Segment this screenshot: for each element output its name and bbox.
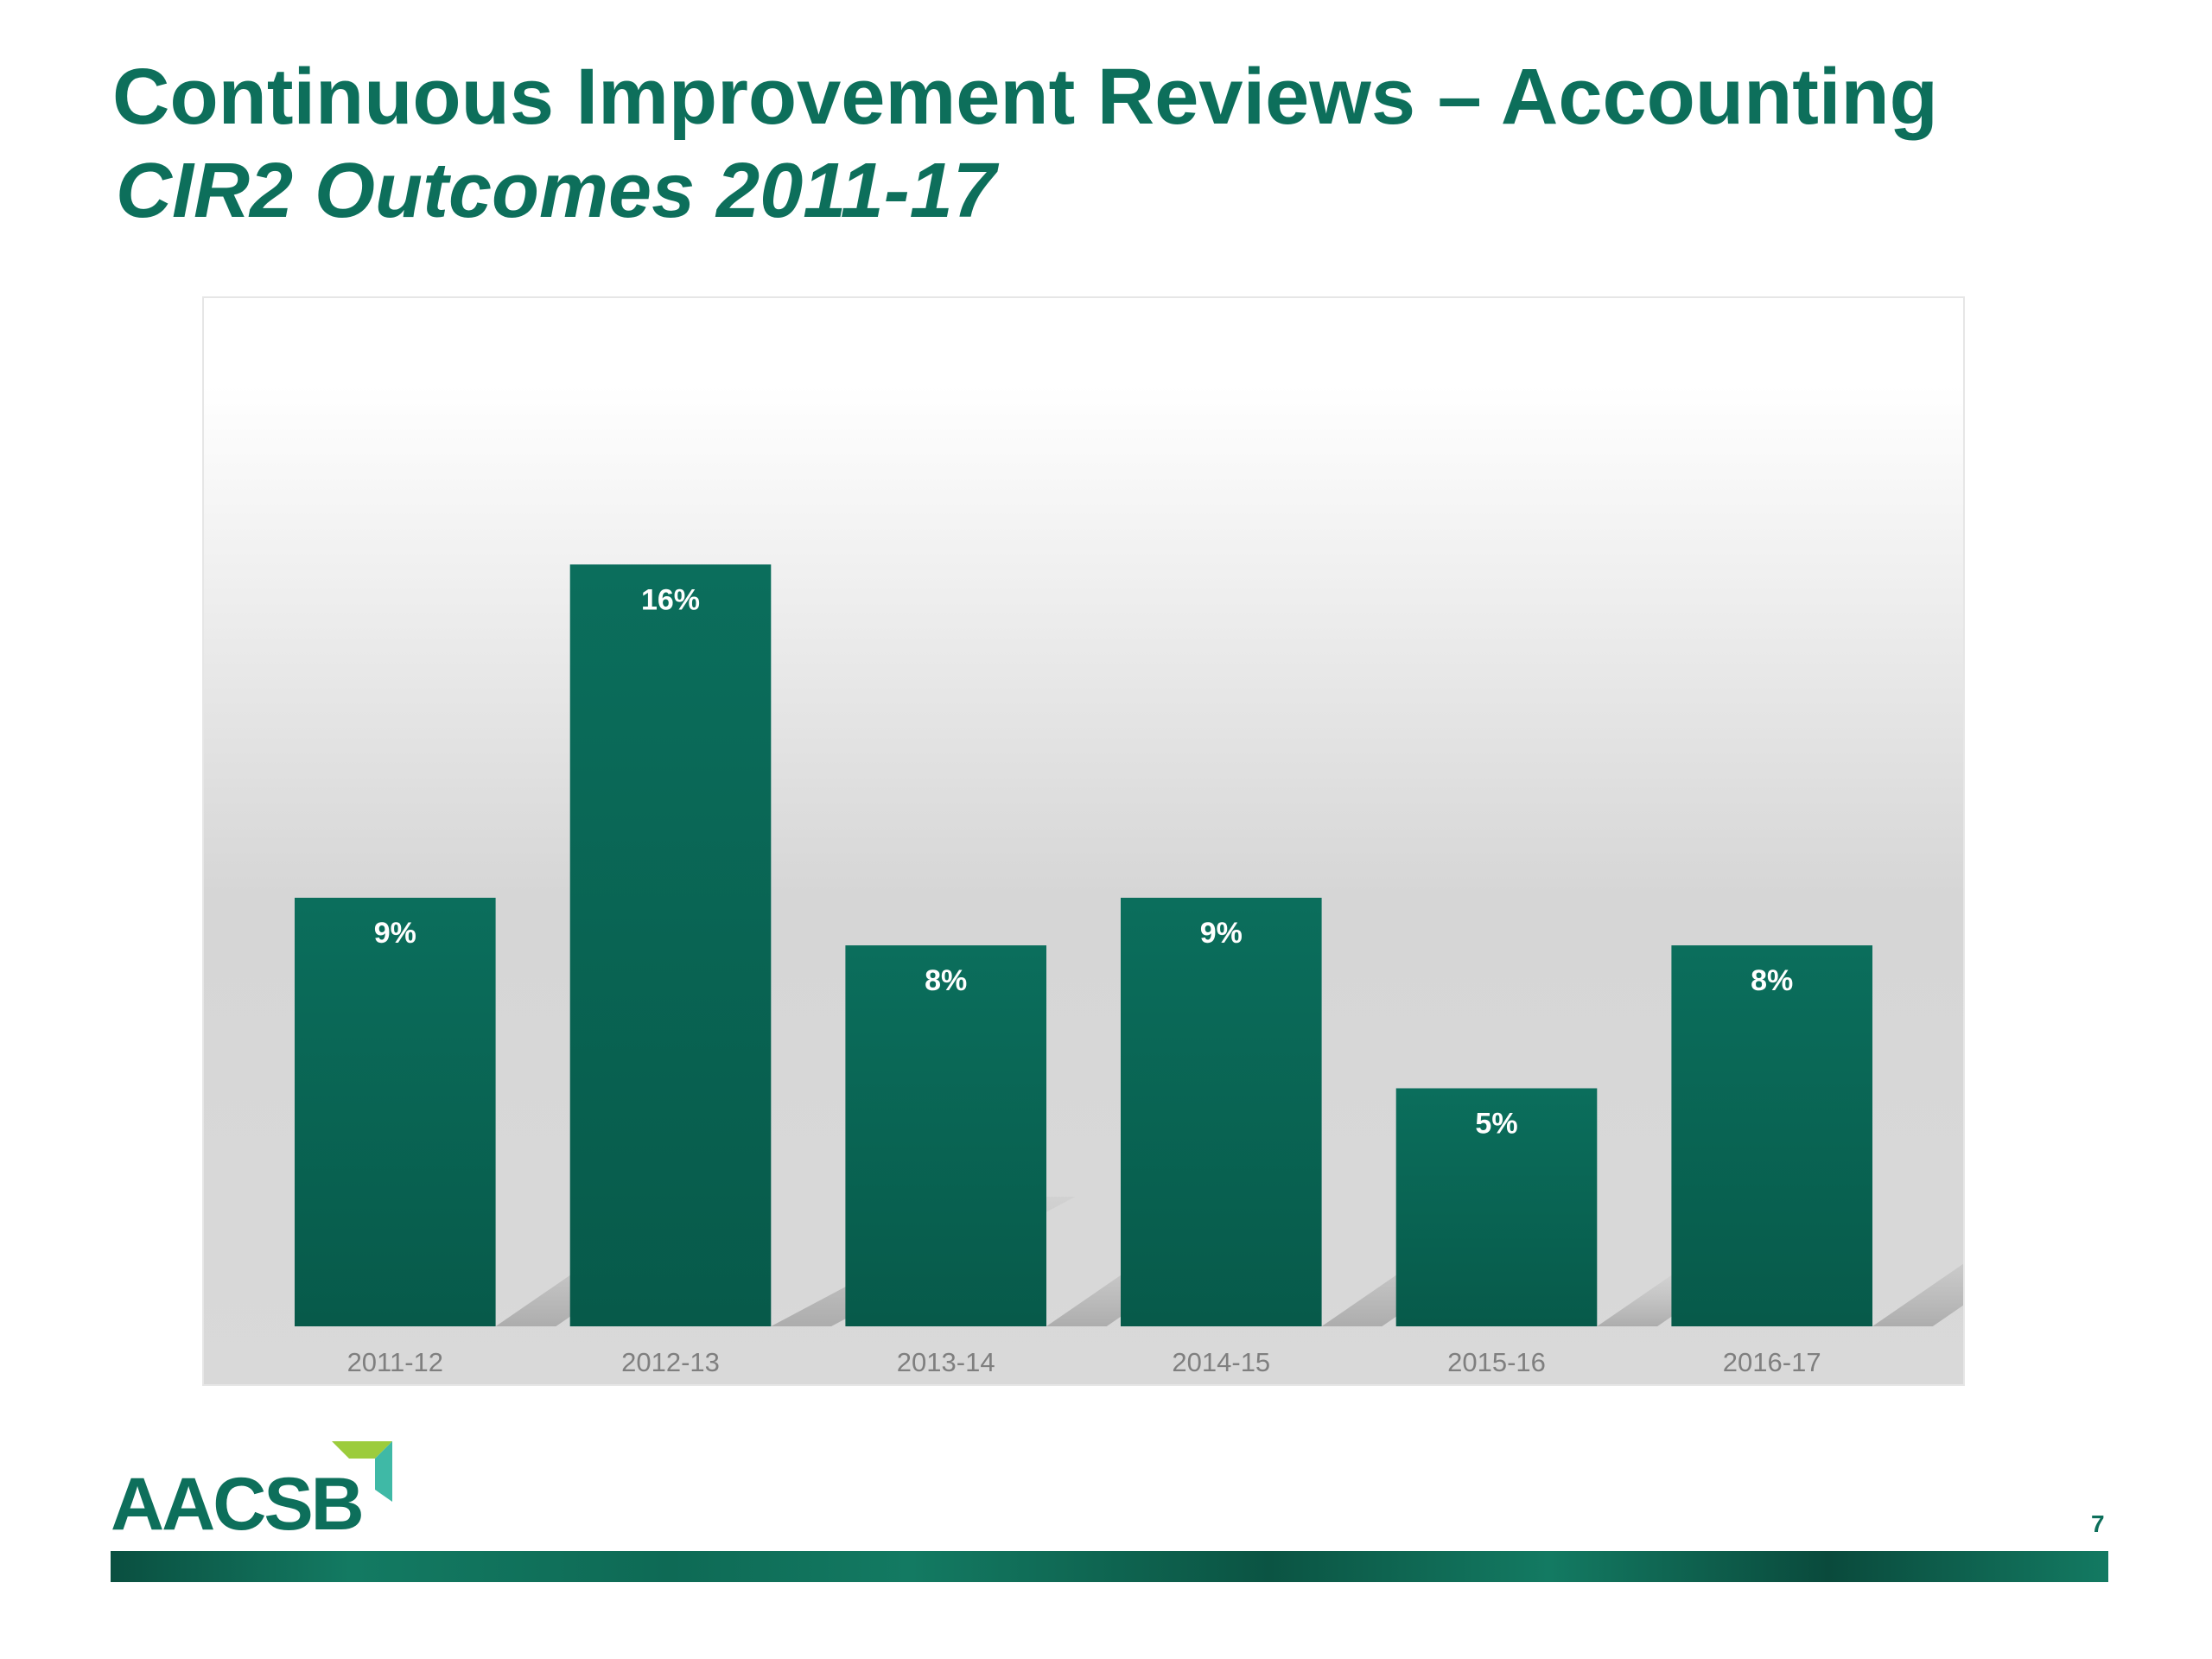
bar-2012-13 bbox=[569, 564, 772, 1326]
x-tick-label: 2015-16 bbox=[1447, 1347, 1546, 1377]
x-tick-label: 2016-17 bbox=[1723, 1347, 1821, 1377]
footer-band bbox=[111, 1551, 2108, 1582]
data-label: 5% bbox=[1475, 1108, 1517, 1141]
page-title: Continuous Improvement Reviews – Account… bbox=[112, 53, 1938, 141]
chart-svg: 9% 16% 8% 9% 5% 8% 2011-12 2012-13 2013-14 2014-… bbox=[295, 564, 1963, 1377]
bar-2011-12 bbox=[295, 898, 496, 1326]
x-tick-label: 2011-12 bbox=[347, 1347, 443, 1377]
bar-shadow bbox=[1872, 1263, 1963, 1326]
bar-2013-14 bbox=[845, 945, 1046, 1326]
data-label: 16% bbox=[641, 583, 700, 616]
page-subtitle: CIR2 Outcomes 2011-17 bbox=[116, 148, 996, 234]
data-label: 8% bbox=[1751, 964, 1793, 997]
bars bbox=[295, 564, 1872, 1326]
page-number: 7 bbox=[2091, 1510, 2105, 1537]
data-label: 8% bbox=[925, 964, 967, 997]
data-label: 9% bbox=[374, 917, 416, 950]
x-tick-label: 2013-14 bbox=[897, 1347, 995, 1377]
aacsb-logo: AACSB bbox=[111, 1441, 396, 1545]
data-labels: 9% 16% 8% 9% 5% 8% bbox=[374, 583, 1794, 1140]
x-tick-label: 2012-13 bbox=[621, 1347, 720, 1377]
bar-chart: 9% 16% 8% 9% 5% 8% 2011-12 2012-13 2013-14 2014-… bbox=[202, 296, 1965, 1386]
bar-2014-15 bbox=[1121, 898, 1322, 1326]
bar-2015-16 bbox=[1395, 1088, 1598, 1326]
x-tick-label: 2014-15 bbox=[1172, 1347, 1270, 1377]
bar-2016-17 bbox=[1671, 945, 1872, 1326]
logo-text: AACSB bbox=[111, 1463, 365, 1546]
logo-accent-icon bbox=[332, 1441, 392, 1502]
x-axis-tick-labels: 2011-12 2012-13 2013-14 2014-15 2015-16 2016-… bbox=[347, 1347, 1821, 1377]
data-label: 9% bbox=[1200, 917, 1243, 950]
